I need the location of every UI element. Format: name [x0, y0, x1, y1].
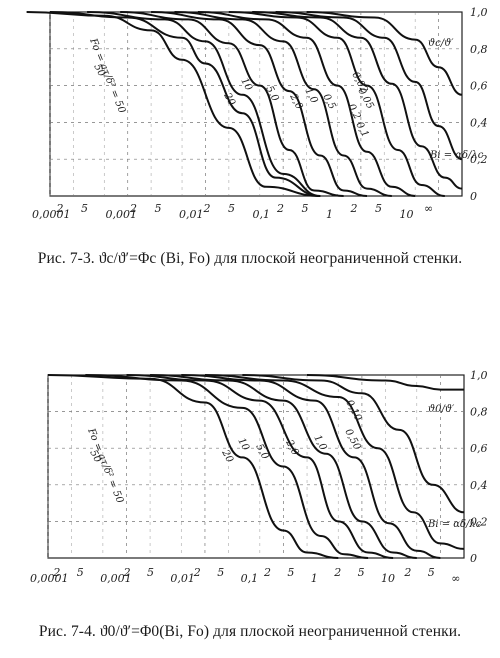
x-tick-label: 0,001 [100, 572, 132, 585]
x-tick-label: 5 [375, 202, 382, 215]
bi-label: Bi = αδ/λc [427, 519, 482, 530]
series-label: 0,02 [349, 70, 369, 95]
x-tick-label: 5 [147, 566, 154, 579]
series-curve [306, 374, 464, 391]
series-curve [181, 374, 441, 559]
y-axis-label: ϑ0/ϑ′ [428, 404, 455, 415]
x-tick-label: 0,0001 [30, 572, 69, 585]
x-tick-label: 2 [193, 566, 201, 579]
fo-label: Fo = aτ/δ² = 50 [85, 426, 126, 505]
x-tick-label: 2 [129, 202, 137, 215]
x-tick-label: 5 [228, 202, 235, 215]
x-tick-label: 5 [287, 566, 294, 579]
x-tick-label: 5 [81, 202, 88, 215]
x-tick-label: 5 [302, 202, 309, 215]
x-tick-label: 0,0001 [32, 208, 71, 221]
y-tick-label: 1,0 [470, 6, 488, 19]
x-tick-label: 2 [52, 566, 60, 579]
y-axis-label: ϑc/ϑ′ [428, 38, 454, 49]
y-tick-label: 0 [470, 552, 477, 565]
y-tick-label: 0,6 [470, 442, 488, 455]
y-tick-label: 0,4 [470, 479, 488, 492]
series-label: 0,2 [345, 102, 362, 121]
caption-7-3: Рис. 7-3. ϑc/ϑ′=Φc (Bi, Fo) для плоской … [37, 250, 463, 267]
series-curve [204, 374, 465, 550]
x-tick-label: 0,01 [179, 208, 204, 221]
series-curve [47, 374, 339, 559]
bi-label: Bi = αδ/λc [429, 150, 484, 161]
x-tick-label: 5 [155, 202, 162, 215]
series-curve [242, 374, 465, 514]
y-tick-label: 0,2 [470, 515, 488, 528]
x-tick-label: 5 [428, 566, 435, 579]
series-curve [85, 374, 369, 559]
series-label: 20 [221, 90, 237, 108]
x-tick-label: 10 [400, 208, 414, 221]
y-tick-label: 1,0 [470, 369, 488, 382]
series-label: 5,0 [253, 442, 270, 462]
x-tick-label: 2 [276, 202, 284, 215]
series-label: 0,50 [342, 427, 362, 452]
x-tick-label: 2 [403, 566, 411, 579]
x-tick-label: 5 [77, 566, 84, 579]
x-tick-label: 10 [381, 572, 395, 585]
series-label: 10 [238, 76, 254, 93]
x-tick-label: 0,1 [241, 572, 259, 585]
series-label: 2,0 [287, 91, 305, 112]
series-curve [150, 374, 417, 559]
y-tick-label: 0,8 [470, 406, 488, 419]
x-tick-label: 5 [358, 566, 365, 579]
x-tick-label: 2 [56, 202, 64, 215]
series-curve [120, 11, 344, 197]
fo-label: Fo = aτ/δ² = 50 [87, 36, 128, 115]
series-label: 1,0 [311, 433, 328, 453]
series-curve [228, 11, 445, 197]
series-curve [275, 11, 463, 161]
y-tick-label: 0,8 [470, 43, 488, 56]
series-label: 0,5 [320, 92, 337, 111]
series-curve [306, 11, 463, 96]
x-tick-label: 5 [217, 566, 224, 579]
series-curve [174, 11, 392, 197]
series-label: 5,0 [263, 84, 280, 104]
x-tick-label: 0,1 [253, 208, 271, 221]
x-tick-label: 2 [203, 202, 211, 215]
x-tick-label: 1 [326, 208, 333, 221]
x-tick-label: 2 [333, 566, 341, 579]
series-curve [87, 11, 321, 197]
plot-frame [49, 11, 463, 197]
series-curve [151, 11, 368, 197]
x-tick-label: 1 [311, 572, 318, 585]
x-tick-label: 2 [263, 566, 271, 579]
series-curve [49, 11, 321, 197]
x-tick-label: ∞ [451, 572, 460, 585]
y-tick-label: 0,2 [470, 153, 488, 166]
x-tick-label: 0,01 [170, 572, 195, 585]
series-curve [197, 11, 416, 197]
y-tick-label: 0 [470, 190, 477, 203]
x-tick-label: ∞ [424, 202, 433, 215]
y-tick-label: 0,6 [470, 80, 488, 93]
series-curve [252, 11, 463, 190]
y-tick-label: 0,4 [470, 116, 488, 129]
x-tick-label: 2 [123, 566, 131, 579]
caption-7-4: Рис. 7-4. ϑ0/ϑ′=Φ0(Bi, Fo) для плоской н… [38, 623, 462, 640]
series-label: 0,10 [343, 398, 363, 423]
series-label: 10 [235, 436, 251, 453]
x-tick-label: 0,001 [106, 208, 138, 221]
x-tick-label: 2 [350, 202, 358, 215]
